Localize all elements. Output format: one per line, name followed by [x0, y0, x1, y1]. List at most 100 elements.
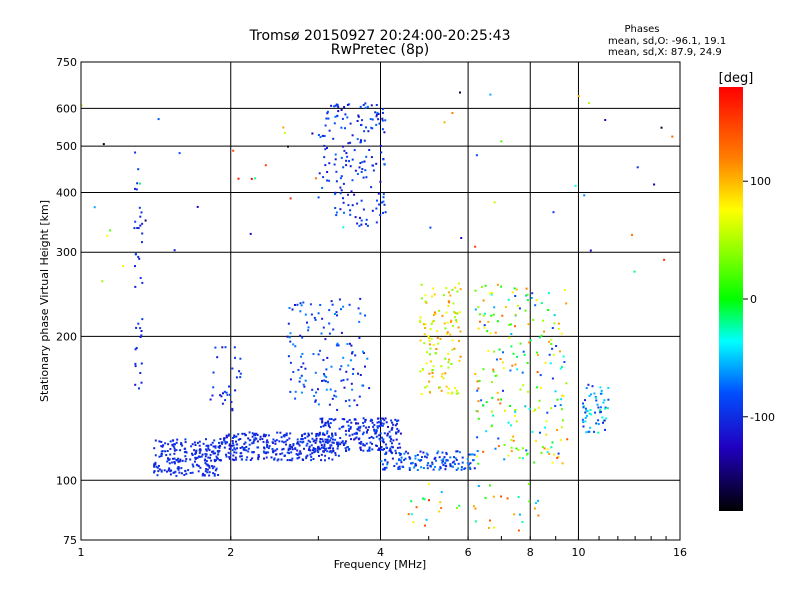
data-point — [434, 466, 436, 468]
data-point — [178, 471, 181, 474]
data-point — [350, 438, 352, 441]
data-point — [245, 445, 248, 448]
data-point — [136, 227, 139, 229]
data-point — [359, 448, 362, 451]
data-point — [350, 190, 353, 193]
data-point — [424, 524, 426, 527]
data-point — [317, 388, 319, 391]
data-point — [357, 426, 360, 429]
data-point — [344, 113, 347, 116]
data-point — [379, 439, 382, 442]
data-point — [324, 164, 327, 167]
data-point — [357, 422, 360, 425]
data-point — [322, 440, 325, 443]
data-point — [185, 458, 188, 460]
data-point — [296, 454, 299, 456]
data-point — [604, 428, 606, 431]
data-point — [232, 444, 235, 447]
data-point — [370, 186, 373, 189]
data-point — [436, 336, 439, 339]
data-point — [487, 320, 490, 323]
data-point — [553, 314, 556, 317]
data-point — [314, 318, 317, 321]
data-point — [551, 347, 554, 350]
data-point — [454, 316, 456, 319]
data-point — [249, 232, 252, 235]
data-point — [365, 218, 368, 221]
data-point — [488, 292, 491, 295]
data-point — [202, 442, 205, 445]
data-point — [169, 473, 172, 476]
data-point — [330, 437, 333, 440]
data-point — [369, 441, 372, 444]
data-point — [348, 160, 350, 163]
data-point — [482, 450, 485, 453]
data-point — [177, 460, 180, 463]
data-point — [307, 432, 310, 435]
data-point — [353, 399, 356, 402]
data-point — [330, 365, 333, 368]
data-point — [235, 458, 238, 461]
data-point — [422, 451, 425, 454]
data-point — [516, 368, 519, 371]
data-point — [459, 355, 462, 358]
data-point — [183, 474, 186, 476]
data-point — [451, 325, 454, 328]
data-point — [354, 354, 357, 357]
data-point — [347, 429, 350, 432]
data-point — [245, 458, 248, 461]
data-point — [368, 437, 371, 439]
data-point — [392, 446, 394, 449]
data-point — [368, 446, 371, 449]
x-tick-label: 16 — [673, 546, 687, 559]
data-point — [319, 438, 322, 440]
data-point — [349, 359, 352, 362]
data-point — [235, 451, 238, 454]
data-point — [357, 114, 360, 117]
data-point — [379, 423, 382, 426]
data-point — [338, 427, 341, 430]
data-point — [291, 457, 294, 460]
data-point — [563, 289, 566, 291]
data-point — [357, 115, 360, 118]
data-point — [395, 431, 397, 434]
data-point — [491, 396, 494, 399]
data-point — [562, 355, 565, 358]
data-point — [256, 440, 259, 443]
data-point — [243, 442, 246, 445]
data-point — [551, 327, 554, 329]
data-point — [372, 437, 375, 440]
data-point — [433, 293, 436, 296]
data-point — [364, 102, 367, 105]
data-point — [359, 162, 362, 164]
data-point — [185, 472, 188, 475]
data-point — [365, 126, 367, 129]
data-point — [208, 449, 211, 452]
data-point — [504, 306, 507, 308]
data-point — [391, 421, 394, 424]
data-point — [223, 437, 226, 440]
data-point — [469, 462, 472, 465]
data-point — [516, 355, 518, 358]
data-point — [348, 405, 351, 408]
data-point — [453, 460, 456, 463]
data-point — [223, 438, 225, 441]
data-point — [334, 313, 336, 315]
data-point — [565, 382, 568, 385]
data-point — [207, 444, 210, 447]
data-point — [370, 435, 373, 438]
data-point — [327, 117, 330, 120]
data-point — [443, 456, 446, 459]
data-point — [366, 449, 369, 452]
data-point — [309, 453, 312, 456]
data-point — [158, 455, 161, 458]
data-point — [442, 377, 445, 380]
data-point — [345, 449, 348, 452]
data-point — [140, 334, 143, 337]
data-point — [490, 293, 493, 296]
data-point — [321, 438, 324, 441]
data-point — [350, 421, 353, 424]
data-point — [367, 130, 370, 133]
data-point — [375, 123, 378, 126]
data-point — [326, 112, 329, 115]
